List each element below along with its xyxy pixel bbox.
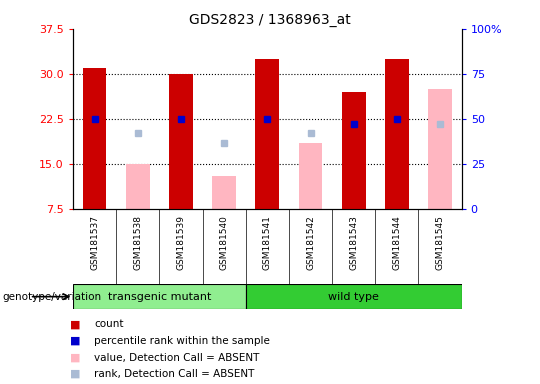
Text: GSM181539: GSM181539	[177, 215, 185, 270]
Bar	[255, 59, 279, 209]
Text: GSM181543: GSM181543	[349, 215, 358, 270]
Bar	[169, 74, 193, 209]
Text: transgenic mutant: transgenic mutant	[107, 291, 211, 302]
Bar	[83, 68, 106, 209]
Bar	[342, 92, 366, 209]
Text: GSM181537: GSM181537	[90, 215, 99, 270]
Text: wild type: wild type	[328, 291, 379, 302]
Text: count: count	[94, 319, 124, 329]
Text: GSM181542: GSM181542	[306, 215, 315, 270]
Text: GDS2823 / 1368963_at: GDS2823 / 1368963_at	[189, 13, 351, 27]
Text: GSM181538: GSM181538	[133, 215, 142, 270]
Text: GSM181545: GSM181545	[436, 215, 444, 270]
Bar	[73, 284, 246, 309]
Text: GSM181544: GSM181544	[393, 215, 401, 270]
Text: GSM181541: GSM181541	[263, 215, 272, 270]
Text: ■: ■	[70, 336, 80, 346]
Text: ■: ■	[70, 353, 80, 362]
Text: ■: ■	[70, 319, 80, 329]
Bar	[385, 59, 409, 209]
Bar	[428, 89, 452, 209]
Bar	[126, 164, 150, 209]
Bar	[246, 284, 462, 309]
Text: genotype/variation: genotype/variation	[3, 291, 102, 302]
Text: GSM181540: GSM181540	[220, 215, 228, 270]
Text: value, Detection Call = ABSENT: value, Detection Call = ABSENT	[94, 353, 260, 362]
Text: rank, Detection Call = ABSENT: rank, Detection Call = ABSENT	[94, 369, 255, 379]
Text: ■: ■	[70, 369, 80, 379]
Bar	[299, 143, 322, 209]
Text: percentile rank within the sample: percentile rank within the sample	[94, 336, 271, 346]
Bar	[212, 176, 236, 209]
